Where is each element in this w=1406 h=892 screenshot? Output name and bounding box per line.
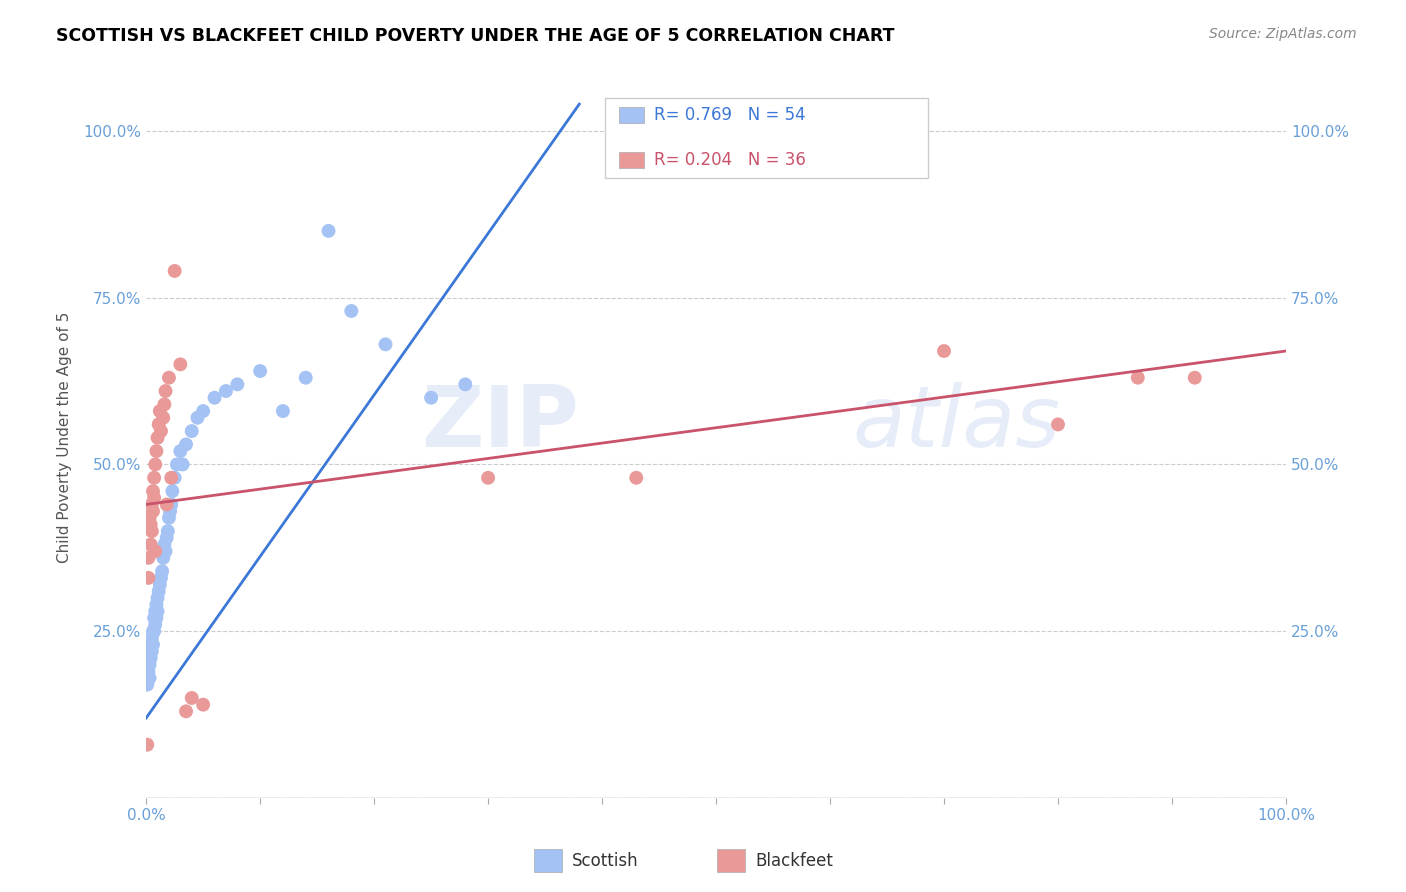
Point — [145, 611, 167, 625]
Point — [141, 644, 163, 658]
Point — [932, 344, 955, 359]
Point — [143, 624, 166, 639]
Point — [139, 638, 162, 652]
Point — [477, 471, 499, 485]
Point — [156, 531, 179, 545]
Point — [215, 384, 238, 398]
Point — [153, 537, 176, 551]
Point — [146, 591, 169, 605]
Point — [149, 571, 172, 585]
Text: Blackfeet: Blackfeet — [755, 852, 832, 870]
Point — [141, 524, 163, 538]
Text: ZIP: ZIP — [422, 382, 579, 465]
Point — [374, 337, 396, 351]
Point — [340, 304, 363, 318]
Point — [138, 511, 160, 525]
Point — [138, 657, 160, 672]
Text: atlas: atlas — [853, 382, 1062, 465]
Point — [143, 611, 166, 625]
Point — [136, 678, 159, 692]
Point — [142, 638, 165, 652]
Point — [191, 404, 214, 418]
Point — [146, 431, 169, 445]
Point — [138, 665, 160, 679]
Point — [160, 498, 183, 512]
Point — [191, 698, 214, 712]
Point — [174, 704, 197, 718]
Point — [155, 544, 177, 558]
Y-axis label: Child Poverty Under the Age of 5: Child Poverty Under the Age of 5 — [58, 312, 72, 564]
Point — [138, 550, 160, 565]
Point — [149, 577, 172, 591]
Text: Scottish: Scottish — [572, 852, 638, 870]
Point — [172, 458, 194, 472]
Point — [152, 550, 174, 565]
Point — [180, 424, 202, 438]
Point — [626, 471, 648, 485]
Point — [156, 524, 179, 538]
Point — [143, 544, 166, 558]
Point — [249, 364, 271, 378]
Point — [226, 377, 249, 392]
Point — [162, 484, 184, 499]
Point — [141, 498, 163, 512]
Text: SCOTTISH VS BLACKFEET CHILD POVERTY UNDER THE AGE OF 5 CORRELATION CHART: SCOTTISH VS BLACKFEET CHILD POVERTY UNDE… — [56, 27, 894, 45]
Point — [143, 617, 166, 632]
Point — [143, 471, 166, 485]
Point — [138, 571, 160, 585]
Point — [138, 644, 160, 658]
Point — [139, 517, 162, 532]
Point — [138, 651, 160, 665]
Point — [143, 491, 166, 505]
Point — [156, 498, 179, 512]
Point — [1046, 417, 1069, 432]
Point — [153, 397, 176, 411]
Point — [141, 631, 163, 645]
Point — [157, 511, 180, 525]
Point — [1126, 370, 1149, 384]
Point — [454, 377, 477, 392]
Point — [159, 504, 181, 518]
Point — [318, 224, 340, 238]
Point — [180, 690, 202, 705]
Point — [146, 604, 169, 618]
Point — [169, 357, 191, 371]
Point — [138, 671, 160, 685]
Point — [166, 458, 188, 472]
Text: R= 0.204   N = 36: R= 0.204 N = 36 — [654, 151, 806, 169]
Point — [152, 410, 174, 425]
Point — [139, 651, 162, 665]
Point — [294, 370, 316, 384]
Text: Source: ZipAtlas.com: Source: ZipAtlas.com — [1209, 27, 1357, 41]
Point — [143, 458, 166, 472]
Point — [186, 410, 208, 425]
Point — [142, 624, 165, 639]
Point — [143, 604, 166, 618]
Point — [145, 598, 167, 612]
Point — [155, 384, 177, 398]
Point — [138, 657, 160, 672]
Point — [142, 504, 165, 518]
Point — [145, 444, 167, 458]
Point — [142, 484, 165, 499]
Point — [271, 404, 294, 418]
Point — [163, 264, 186, 278]
Point — [174, 437, 197, 451]
Point — [169, 444, 191, 458]
Point — [136, 738, 159, 752]
Point — [1184, 370, 1206, 384]
Point — [163, 471, 186, 485]
Point — [160, 471, 183, 485]
Point — [420, 391, 443, 405]
Point — [136, 671, 159, 685]
Point — [204, 391, 226, 405]
Point — [150, 564, 173, 578]
Point — [148, 417, 170, 432]
Point — [157, 370, 180, 384]
Point — [149, 424, 172, 438]
Text: R= 0.769   N = 54: R= 0.769 N = 54 — [654, 106, 806, 124]
Point — [148, 584, 170, 599]
Point — [139, 537, 162, 551]
Point — [149, 404, 172, 418]
